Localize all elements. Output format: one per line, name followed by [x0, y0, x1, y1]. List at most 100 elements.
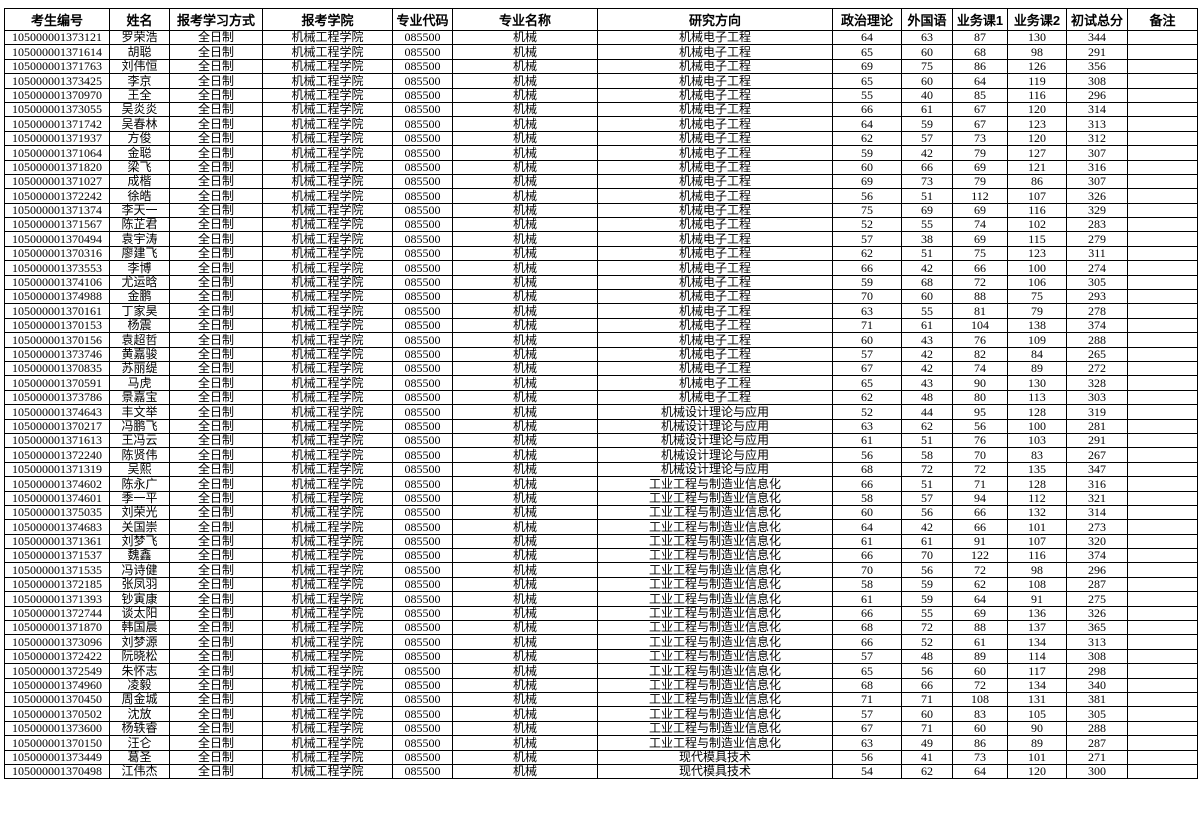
cell-course2: 131 [1007, 691, 1067, 708]
table-row: 105000001373449 葛圣 全日制 机械工程学院 085500 机械 现代模具技术… [4, 749, 1198, 765]
cell-remark [1127, 691, 1198, 708]
cell-politics: 52 [832, 404, 902, 420]
table-header-row: 考生编号 姓名 报考学习方式 报考学院 专业代码 专业名称 研究方向 政治理论 外国语 业务课1 业… [4, 8, 1198, 31]
cell-study_mode: 全日制 [169, 706, 263, 722]
cell-study_mode: 全日制 [169, 648, 263, 665]
table-row: 105000001374988 金鹏 全日制 机械工程学院 085500 机械 机械电子工程… [4, 289, 1198, 305]
cell-course2: 135 [1007, 461, 1067, 478]
cell-total: 326 [1066, 188, 1128, 204]
cell-name: 魏鑫 [109, 548, 170, 564]
cell-foreign_language: 42 [901, 260, 953, 276]
cell-foreign_language: 43 [901, 332, 953, 348]
table-row: 105000001373096 刘梦源 全日制 机械工程学院 085500 机械 工业工程与… [4, 634, 1198, 650]
cell-major_code: 085500 [392, 130, 453, 147]
cell-foreign_language: 60 [901, 73, 953, 89]
cell-major_name: 机械 [452, 418, 598, 434]
cell-research_direction: 工业工程与制造业信息化 [597, 663, 833, 679]
cell-course1: 88 [952, 620, 1008, 636]
cell-name: 尤运晗 [109, 274, 170, 291]
cell-research_direction: 工业工程与制造业信息化 [597, 706, 833, 722]
cell-total: 340 [1066, 677, 1128, 693]
cell-research_direction: 现代模具技术 [597, 749, 833, 765]
cell-politics: 64 [832, 29, 902, 46]
cell-politics: 71 [832, 317, 902, 334]
cell-foreign_language: 60 [901, 289, 953, 305]
cell-candidate_id: 105000001371535 [4, 562, 110, 578]
column-header-remark: 备注 [1127, 8, 1198, 31]
table-row: 105000001371535 冯诗健 全日制 机械工程学院 085500 机械 工业工程与… [4, 562, 1198, 578]
cell-total: 298 [1066, 663, 1128, 679]
cell-foreign_language: 42 [901, 346, 953, 362]
cell-course1: 72 [952, 562, 1008, 578]
cell-research_direction: 工业工程与制造业信息化 [597, 605, 833, 622]
cell-major_name: 机械 [452, 73, 598, 89]
cell-total: 296 [1066, 87, 1128, 103]
table-row: 105000001370153 杨震 全日制 机械工程学院 085500 机械 机械电子工程… [4, 317, 1198, 334]
cell-course2: 120 [1007, 763, 1067, 780]
cell-research_direction: 机械设计理论与应用 [597, 432, 833, 449]
cell-total: 288 [1066, 720, 1128, 737]
cell-study_mode: 全日制 [169, 562, 263, 578]
cell-politics: 62 [832, 245, 902, 262]
cell-foreign_language: 75 [901, 58, 953, 75]
cell-major_name: 机械 [452, 159, 598, 175]
cell-politics: 52 [832, 217, 902, 233]
cell-course2: 89 [1007, 360, 1067, 377]
cell-major_code: 085500 [392, 490, 453, 506]
cell-major_code: 085500 [392, 562, 453, 578]
cell-course2: 112 [1007, 490, 1067, 506]
cell-major_name: 机械 [452, 260, 598, 276]
cell-major_name: 机械 [452, 548, 598, 564]
cell-total: 316 [1066, 159, 1128, 175]
cell-name: 徐皓 [109, 188, 170, 204]
cell-remark [1127, 289, 1198, 305]
cell-major_code: 085500 [392, 720, 453, 737]
cell-candidate_id: 105000001371537 [4, 548, 110, 564]
table-row: 105000001371937 方俊 全日制 机械工程学院 085500 机械 机械电子工程… [4, 130, 1198, 147]
cell-remark [1127, 173, 1198, 190]
cell-major_name: 机械 [452, 706, 598, 722]
cell-research_direction: 机械电子工程 [597, 130, 833, 147]
cell-foreign_language: 57 [901, 130, 953, 147]
cell-course1: 73 [952, 749, 1008, 765]
cell-major_name: 机械 [452, 44, 598, 60]
cell-course1: 89 [952, 648, 1008, 665]
cell-college: 机械工程学院 [262, 519, 393, 535]
cell-total: 307 [1066, 145, 1128, 161]
table-row: 105000001371393 钞寅康 全日制 机械工程学院 085500 机械 工业工程与… [4, 591, 1198, 607]
cell-major_name: 机械 [452, 404, 598, 420]
cell-course2: 132 [1007, 504, 1067, 521]
cell-research_direction: 机械电子工程 [597, 173, 833, 190]
cell-study_mode: 全日制 [169, 418, 263, 434]
cell-foreign_language: 52 [901, 634, 953, 650]
cell-study_mode: 全日制 [169, 476, 263, 492]
cell-course1: 67 [952, 116, 1008, 132]
cell-foreign_language: 72 [901, 461, 953, 478]
cell-major_name: 机械 [452, 735, 598, 751]
cell-major_name: 机械 [452, 173, 598, 190]
cell-name: 梁飞 [109, 159, 170, 175]
cell-candidate_id: 105000001373449 [4, 749, 110, 765]
cell-name: 刘伟恒 [109, 58, 170, 75]
cell-remark [1127, 476, 1198, 492]
cell-major_code: 085500 [392, 217, 453, 233]
cell-study_mode: 全日制 [169, 663, 263, 679]
cell-major_code: 085500 [392, 346, 453, 362]
cell-course1: 74 [952, 217, 1008, 233]
cell-major_name: 机械 [452, 389, 598, 406]
cell-college: 机械工程学院 [262, 576, 393, 593]
cell-research_direction: 机械电子工程 [597, 332, 833, 348]
cell-remark [1127, 432, 1198, 449]
cell-course1: 69 [952, 231, 1008, 247]
cell-course1: 80 [952, 389, 1008, 406]
cell-course1: 86 [952, 58, 1008, 75]
cell-course1: 69 [952, 605, 1008, 622]
cell-course2: 100 [1007, 260, 1067, 276]
cell-course1: 60 [952, 720, 1008, 737]
cell-politics: 56 [832, 188, 902, 204]
cell-name: 金鹏 [109, 289, 170, 305]
cell-college: 机械工程学院 [262, 677, 393, 693]
cell-candidate_id: 105000001371763 [4, 58, 110, 75]
cell-name: 凌毅 [109, 677, 170, 693]
cell-study_mode: 全日制 [169, 389, 263, 406]
